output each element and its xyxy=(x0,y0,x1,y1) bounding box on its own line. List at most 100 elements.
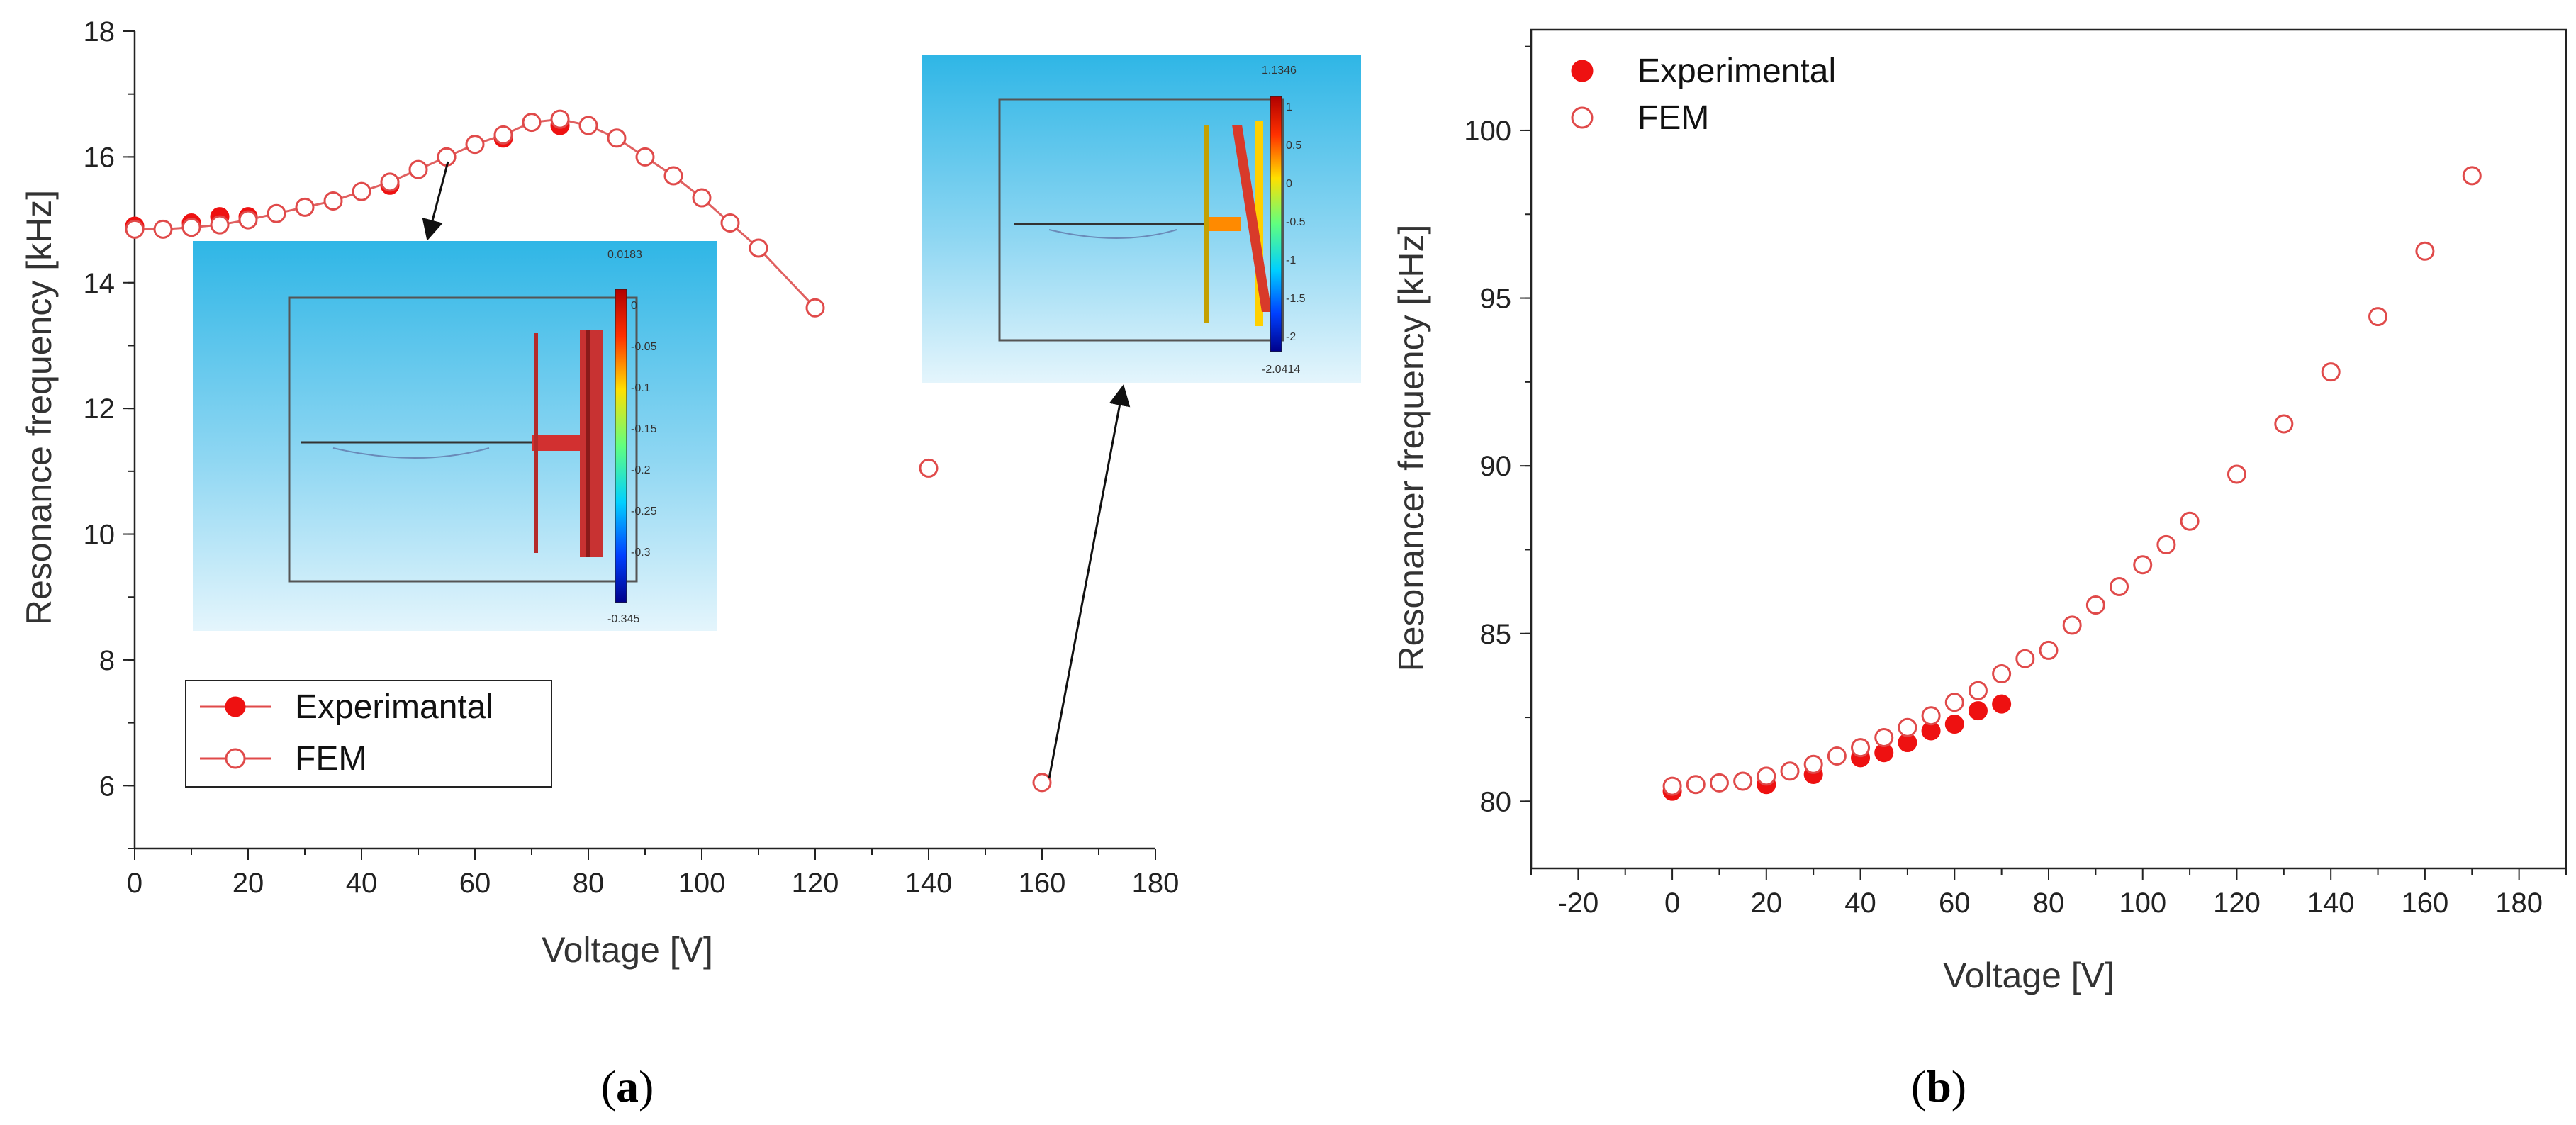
fem-point xyxy=(2368,307,2388,327)
inset1-cb-tick: -0.25 xyxy=(631,505,657,517)
fem-point xyxy=(720,213,740,233)
axes-b xyxy=(1530,28,2567,870)
x-tick-label: -20 xyxy=(1557,888,1598,919)
inset2-cb-tick: -1 xyxy=(1286,254,1296,267)
y-tick-label: 6 xyxy=(99,771,115,802)
legend-a: Experimantal FEM xyxy=(185,680,552,788)
x-tick-label: 80 xyxy=(2033,888,2065,919)
y-tick-label: 100 xyxy=(1464,116,1511,147)
fem-point xyxy=(550,109,570,129)
x-tick-label: 80 xyxy=(573,868,605,899)
legend-a-fem: FEM xyxy=(295,740,366,778)
caption-b-letter: b xyxy=(1926,1061,1951,1112)
x-axis-label-a: Voltage [V] xyxy=(542,930,713,970)
fem-point xyxy=(2110,577,2129,597)
inset1-colorbar-min: -0.345 xyxy=(607,613,639,625)
fem-point xyxy=(1686,775,1706,795)
fem-point xyxy=(323,191,343,211)
legend-b-experimental: Experimental xyxy=(1637,52,1836,90)
x-tick-label: 120 xyxy=(792,868,839,899)
fem-point xyxy=(805,298,825,318)
inset1-cb-tick: -0.15 xyxy=(631,423,657,435)
y-tick-label: 95 xyxy=(1480,284,1512,315)
x-tick-label: 180 xyxy=(1132,868,1180,899)
inset2-cb-tick: 0 xyxy=(1286,178,1292,190)
fem-point xyxy=(2156,534,2176,554)
y-tick-label: 16 xyxy=(84,142,116,173)
x-tick-label: 0 xyxy=(127,868,142,899)
x-tick-label: 60 xyxy=(459,868,491,899)
experimental-point xyxy=(1992,694,2012,714)
fem-point xyxy=(352,181,371,201)
x-tick-label: 140 xyxy=(2307,888,2355,919)
fem-point xyxy=(1803,754,1823,774)
x-tick-label: 140 xyxy=(905,868,953,899)
y-tick-label: 90 xyxy=(1480,451,1512,482)
fem-point xyxy=(1968,681,1988,700)
callout-arrow-1 xyxy=(422,161,449,241)
fem-point xyxy=(2133,555,2153,575)
caption-a-letter: a xyxy=(616,1061,639,1112)
x-tick-label: 160 xyxy=(1019,868,1066,899)
y-tick-label: 80 xyxy=(1480,786,1512,817)
inset1-cb-tick: -0.2 xyxy=(631,464,651,476)
fem-point xyxy=(1662,776,1682,796)
x-tick-label: 40 xyxy=(346,868,378,899)
x-tick-label: 100 xyxy=(678,868,726,899)
ticks-b: -20 0 20 40 60 80 100 120 140 160 180 80 85 90 95 100 xyxy=(1464,45,2567,919)
x-tick-label: 120 xyxy=(2213,888,2261,919)
caption-b: (b) xyxy=(1911,1061,1966,1112)
x-axis-label-b: Voltage [V] xyxy=(1943,956,2115,995)
x-tick-label: 20 xyxy=(1751,888,1783,919)
fem-point xyxy=(1827,746,1847,766)
fem-point xyxy=(465,135,485,155)
chart-b: -20 0 20 40 60 80 100 120 140 160 180 80 85 90 95 100 E… xyxy=(1391,28,2567,1112)
x-tick-label: 0 xyxy=(1664,888,1680,919)
fem-point xyxy=(1992,664,2012,684)
fem-point xyxy=(2462,166,2482,186)
y-axis-label-a: Resonance frequency [kHz] xyxy=(19,190,59,625)
inset1-colorbar-max: 0.0183 xyxy=(607,249,642,261)
legend-b: Experimental FEM xyxy=(1571,52,1836,137)
fem-point xyxy=(153,219,173,239)
ticks-a: 0 20 40 60 80 100 120 140 160 180 6 8 10 12 14 16 18 xyxy=(84,16,1180,899)
fem-point xyxy=(2227,464,2246,484)
y-axis-label-b: Resonancer frequency [kHz] xyxy=(1391,225,1431,672)
fem-point xyxy=(2180,511,2200,531)
fem-point xyxy=(1874,727,1894,747)
inset2-cb-tick: -0.5 xyxy=(1286,216,1306,228)
fem-point xyxy=(1032,773,1052,793)
fem-point xyxy=(522,113,542,133)
fem-point xyxy=(1851,738,1871,758)
inset2-cb-tick: -1.5 xyxy=(1286,293,1306,305)
legend-a-experimental: Experimantal xyxy=(295,688,493,726)
fem-point xyxy=(663,166,683,186)
fem-point xyxy=(1757,766,1776,786)
fem-point xyxy=(919,458,939,478)
fem-point xyxy=(238,210,258,230)
fem-point xyxy=(295,197,315,217)
fem-point xyxy=(493,125,513,145)
fem-point xyxy=(267,203,286,223)
inset2-cb-tick: -2 xyxy=(1286,331,1296,343)
inset2-cb-tick: 1 xyxy=(1286,101,1292,113)
inset1-cb-tick: 0 xyxy=(631,300,637,312)
x-tick-label: 160 xyxy=(2402,888,2449,919)
x-tick-label: 60 xyxy=(1939,888,1971,919)
inset2-colorbar-min: -2.0414 xyxy=(1262,364,1300,376)
y-tick-label: 18 xyxy=(84,16,116,47)
y-tick-label: 10 xyxy=(84,520,116,551)
plot-frame xyxy=(1530,28,2567,870)
fem-point xyxy=(2039,640,2059,660)
fem-mode-shape-inset-1: 0.0183 -0.345 0 -0.05 -0.1 -0.15 -0.2 -0… xyxy=(193,241,717,631)
x-tick-label: 20 xyxy=(233,868,264,899)
inset2-cb-tick: 0.5 xyxy=(1286,140,1301,152)
fem-mode-shape-inset-2: 1.1346 -2.0414 1 0.5 0 -0.5 -1 -1.5 -2 xyxy=(922,55,1361,383)
fem-point xyxy=(2085,595,2105,615)
fem-point xyxy=(2062,615,2082,635)
experimental-point xyxy=(1944,715,1964,734)
y-tick-label: 85 xyxy=(1480,619,1512,650)
fem-point xyxy=(749,238,768,258)
